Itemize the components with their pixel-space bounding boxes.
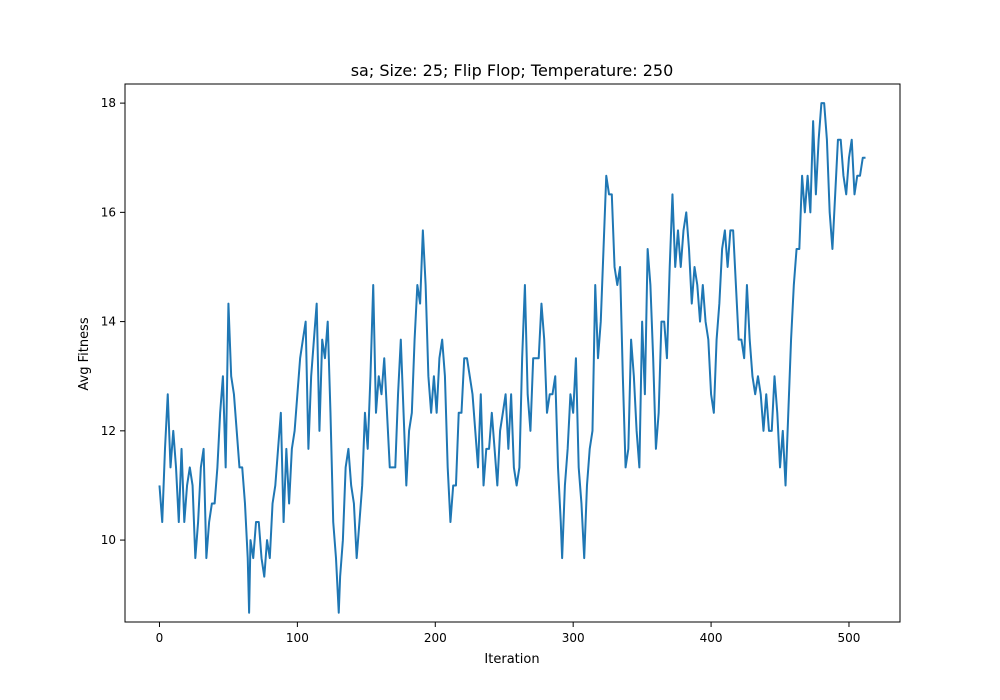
- series-line-1: [158, 102, 866, 614]
- y-axis-label: Avg Fitness: [77, 317, 92, 390]
- x-axis-label: Iteration: [484, 652, 539, 667]
- x-tick-label: 0: [156, 631, 164, 645]
- y-tick-label: 14: [101, 315, 116, 329]
- y-tick-label: 10: [101, 533, 116, 547]
- chart-title: sa; Size: 25; Flip Flop; Temperature: 25…: [351, 61, 674, 80]
- axes: 0 100 200 300 400 500 10 12 14 16 18: [101, 83, 901, 645]
- y-tick-label: 12: [101, 424, 116, 438]
- x-tick-label: 400: [700, 631, 723, 645]
- axes-frame: [124, 83, 901, 623]
- x-tick-label: 500: [838, 631, 861, 645]
- x-tick-label: 200: [424, 631, 447, 645]
- y-tick-label: 16: [101, 205, 116, 219]
- plot-area: [158, 102, 866, 614]
- y-tick-label: 18: [101, 96, 116, 110]
- x-tick-label: 100: [286, 631, 309, 645]
- x-tick-label: 300: [562, 631, 585, 645]
